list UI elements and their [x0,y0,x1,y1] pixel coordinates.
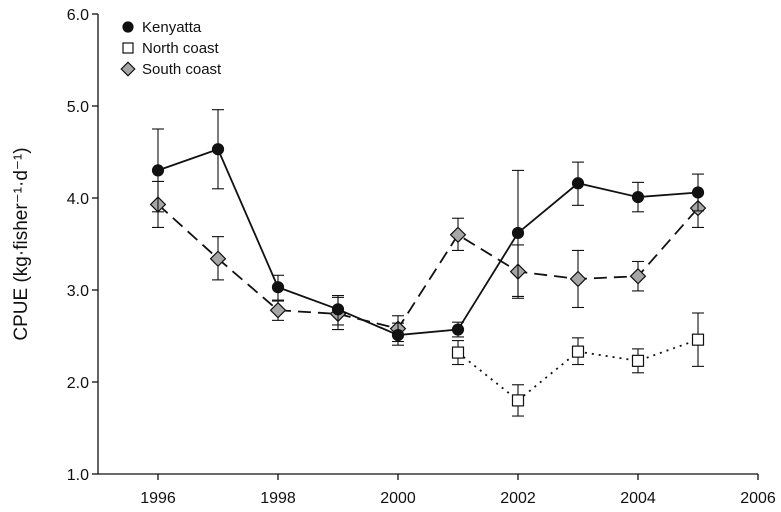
y-tick-label: 6.0 [67,7,89,24]
x-tick-label: 2006 [740,490,776,507]
data-point [631,190,645,204]
x-tick-label: 1996 [140,490,176,507]
data-point [511,394,525,407]
data-point [631,354,645,367]
series-line [157,148,699,336]
legend-marker [122,42,134,54]
plot-area: 1.0 2.0 3.0 4.0 5.0 6.0 1996 1998 2000 2002 2004 2… [67,7,776,507]
legend-label: South coast [142,61,222,78]
data-point [691,186,705,199]
x-axis-ticks: 1996 1998 2000 2002 2004 2006 [140,474,776,507]
y-tick-label: 1.0 [67,467,89,484]
legend: Kenyatta North coast South coast [120,19,222,78]
data-point [511,226,525,240]
data-point [449,226,467,244]
y-tick-label: 3.0 [67,283,89,300]
x-tick-label: 2002 [500,490,536,507]
data-point [211,143,225,156]
data-point [571,345,585,358]
data-point [209,250,227,267]
series-layer [149,109,707,417]
y-axis-title: CPUE (kg·fisher⁻¹·d⁻¹) [11,147,32,340]
y-axis-ticks: 1.0 2.0 3.0 4.0 5.0 6.0 [67,7,98,484]
data-point [571,177,585,190]
series-south-coast [149,180,707,343]
legend-label: Kenyatta [142,19,202,36]
series-north-coast [451,312,705,417]
data-point [691,333,705,346]
x-tick-label: 2000 [380,490,416,507]
data-point [391,328,405,342]
series-line [157,203,699,330]
y-tick-label: 5.0 [67,99,89,116]
data-point [451,323,465,336]
legend-label: North coast [142,40,220,57]
data-point [629,267,647,285]
data-point [569,270,587,288]
data-point [269,301,287,319]
y-tick-label: 2.0 [67,375,89,392]
data-point [451,346,465,359]
x-tick-label: 2004 [620,490,656,507]
data-point [331,303,345,316]
x-tick-label: 1998 [260,490,296,507]
y-tick-label: 4.0 [67,191,89,208]
data-point [151,164,165,177]
series-kenyatta [151,109,705,346]
data-point [271,281,285,294]
legend-marker [120,61,136,77]
legend-marker [122,21,134,33]
